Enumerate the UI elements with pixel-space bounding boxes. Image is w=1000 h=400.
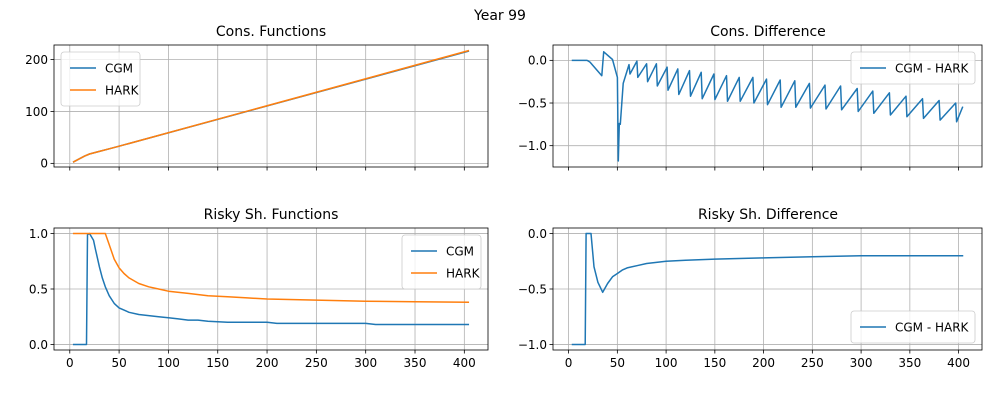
y-tick-label: −1.0	[518, 139, 547, 153]
series-line-hark	[72, 232, 470, 304]
risky-share-functions-title: Risky Sh. Functions	[204, 207, 339, 223]
y-tick-label: 0.0	[29, 338, 48, 352]
legend-label-cgm: CGM	[105, 61, 133, 75]
cons-difference-legend: CGM - HARK	[850, 51, 976, 85]
x-tick-label: 150	[206, 356, 229, 370]
legend-frame	[850, 310, 976, 344]
cons-functions-title: Cons. Functions	[216, 24, 326, 40]
x-tick-label: 250	[801, 356, 824, 370]
cons-difference-axes-frame	[552, 44, 983, 168]
cons-difference-panel: Cons. Difference 0.0 −0.5 −1.0 CGM - HARK	[518, 24, 983, 171]
y-tick-label: 0.0	[528, 227, 547, 241]
y-tick-label: 0	[40, 157, 48, 171]
x-tick-label: 400	[453, 356, 476, 370]
x-tick-label: 150	[703, 356, 726, 370]
legend-frame	[60, 51, 141, 107]
x-tick-label: 100	[157, 356, 180, 370]
series-line-cgm-hark	[571, 51, 964, 162]
x-tick-label: 300	[850, 356, 873, 370]
legend-label-hark: HARK	[446, 266, 481, 280]
x-tick-label: 250	[305, 356, 328, 370]
risky-share-functions-legend: CGM HARK	[401, 234, 482, 290]
risky-share-functions-series-group	[72, 232, 470, 346]
risky-share-difference-grid	[553, 228, 982, 350]
legend-label-cgm: CGM	[446, 244, 474, 258]
x-tick-label: 300	[354, 356, 377, 370]
x-tick-label: 200	[256, 356, 279, 370]
cons-difference-series-group	[571, 51, 964, 162]
cons-functions-series-group	[72, 49, 470, 163]
cons-functions-panel: Cons. Functions 0 100 200 CGM HARK	[25, 24, 489, 171]
x-tick-label: 100	[655, 356, 678, 370]
y-tick-label: 0.0	[528, 54, 547, 68]
cons-functions-legend: CGM HARK	[60, 51, 141, 107]
x-tick-label: 50	[111, 356, 126, 370]
legend-label-cgm-hark: CGM - HARK	[895, 61, 970, 75]
cons-difference-title: Cons. Difference	[710, 24, 826, 40]
risky-share-difference-legend: CGM - HARK	[850, 310, 976, 344]
risky-share-difference-title: Risky Sh. Difference	[698, 207, 838, 223]
legend-label-hark: HARK	[105, 83, 140, 97]
risky-share-difference-panel: Risky Sh. Difference 0 50 100 150 200 250 300 3…	[518, 207, 983, 370]
x-tick-label: 0	[565, 356, 573, 370]
figure-suptitle: Year 99	[473, 8, 526, 24]
y-tick-label: −0.5	[518, 282, 547, 296]
y-tick-label: 100	[25, 105, 48, 119]
series-line-hark	[72, 49, 470, 163]
y-tick-label: −1.0	[518, 338, 547, 352]
legend-label-cgm-hark: CGM - HARK	[895, 320, 970, 334]
x-tick-label: 350	[898, 356, 921, 370]
y-tick-label: 0.5	[29, 282, 48, 296]
x-tick-label: 350	[404, 356, 427, 370]
series-line-cgm	[72, 232, 470, 346]
x-tick-label: 400	[947, 356, 970, 370]
x-tick-label: 0	[66, 356, 74, 370]
risky-share-difference-series-group	[571, 232, 964, 346]
legend-frame	[401, 234, 482, 290]
y-tick-label: −0.5	[518, 96, 547, 110]
x-tick-label: 50	[610, 356, 625, 370]
y-tick-label: 200	[25, 53, 48, 67]
series-line-cgm-hark	[571, 232, 964, 346]
risky-share-functions-panel: Risky Sh. Functions 0 50 100 150 200 250 300 35…	[29, 207, 489, 370]
y-tick-label: 1.0	[29, 227, 48, 241]
cons-functions-axes-frame	[53, 44, 489, 168]
x-tick-label: 200	[752, 356, 775, 370]
legend-frame	[850, 51, 976, 85]
